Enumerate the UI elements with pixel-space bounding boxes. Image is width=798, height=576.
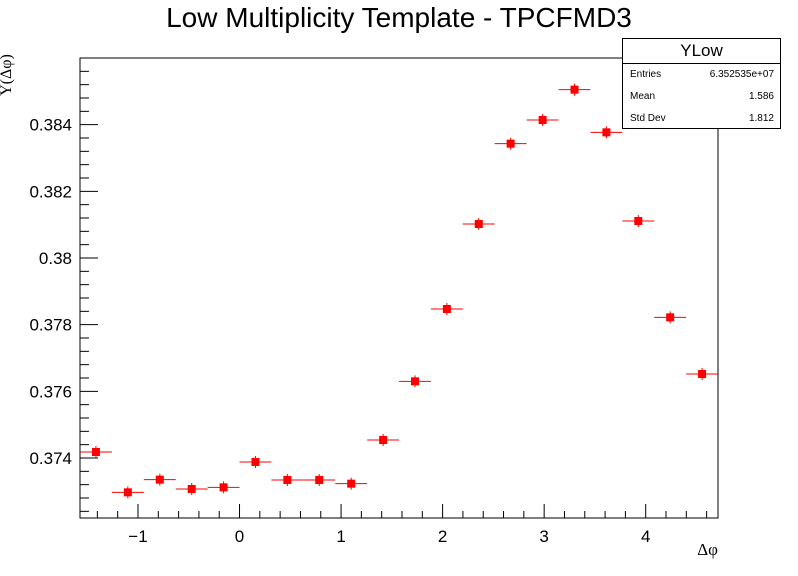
data-point xyxy=(442,305,451,313)
y-tick-label: 0.376 xyxy=(29,382,72,401)
y-tick-label: 0.38 xyxy=(39,249,72,268)
data-point xyxy=(251,458,260,466)
stats-value: 1.812 xyxy=(748,113,774,124)
stats-row-entries: Entries 6.352535e+07 xyxy=(623,64,780,86)
data-point xyxy=(123,488,132,497)
stats-title: YLow xyxy=(623,39,780,64)
y-tick-label: 0.378 xyxy=(29,316,72,335)
y-tick-label: 0.384 xyxy=(29,116,72,135)
chart-title: Low Multiplicity Template - TPCFMD3 xyxy=(166,2,632,33)
data-point xyxy=(506,139,515,148)
stats-key: Mean xyxy=(630,91,656,102)
stats-row-stddev: Std Dev 1.812 xyxy=(623,108,780,130)
data-point xyxy=(187,485,196,493)
data-point xyxy=(602,128,611,137)
stats-value: 6.352535e+07 xyxy=(709,69,774,80)
data-point xyxy=(474,220,483,228)
data-point xyxy=(155,475,164,484)
x-tick-label: 3 xyxy=(539,527,548,546)
data-point xyxy=(219,483,228,492)
data-point xyxy=(347,479,356,488)
x-axis-label: Δφ xyxy=(697,540,718,559)
data-point xyxy=(570,85,579,94)
y-axis-label: Y(Δφ) xyxy=(0,54,15,96)
data-point xyxy=(698,370,707,378)
stats-value: 1.586 xyxy=(748,91,774,102)
stats-key: Entries xyxy=(630,69,662,80)
data-point xyxy=(315,476,324,484)
data-point xyxy=(538,116,547,124)
y-tick-label: 0.374 xyxy=(29,449,72,468)
data-point xyxy=(283,476,292,484)
x-tick-label: 1 xyxy=(336,527,345,546)
x-tick-label: 0 xyxy=(235,527,244,546)
y-tick-label: 0.382 xyxy=(29,182,72,201)
stats-box: YLow Entries 6.352535e+07 Mean 1.586 Std… xyxy=(622,38,781,129)
x-tick-label: 4 xyxy=(641,527,650,546)
x-tick-label: −1 xyxy=(128,527,147,546)
data-point xyxy=(410,377,419,386)
stats-row-mean: Mean 1.586 xyxy=(623,86,780,108)
stats-key: Std Dev xyxy=(630,113,666,124)
data-point xyxy=(91,448,100,456)
x-axis: −1 0 1 2 3 4 xyxy=(96,504,708,546)
plot-frame xyxy=(79,57,719,519)
data-point xyxy=(666,313,675,322)
y-axis: 0.374 0.376 0.378 0.38 0.382 0.384 xyxy=(29,70,98,512)
x-tick-label: 2 xyxy=(438,527,447,546)
data-point xyxy=(379,436,388,444)
data-point xyxy=(634,217,643,225)
data-series xyxy=(80,83,718,499)
